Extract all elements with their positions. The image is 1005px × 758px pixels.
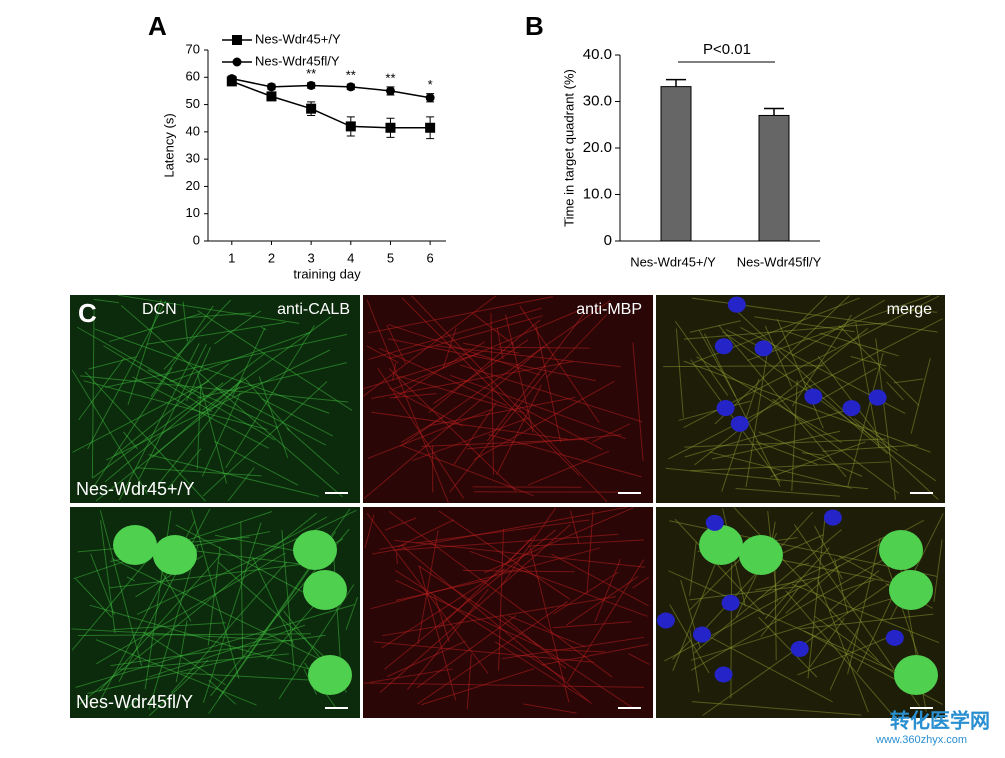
cell xyxy=(113,525,157,565)
cell xyxy=(153,535,197,575)
nucleus xyxy=(657,612,675,628)
watermark: 转化医学网 xyxy=(890,708,990,732)
row-label: Nes-Wdr45fl/Y xyxy=(76,692,193,712)
y-tick-label: 30.0 xyxy=(583,92,612,109)
cell xyxy=(699,525,743,565)
line xyxy=(232,79,430,98)
nucleus xyxy=(804,388,822,404)
nucleus xyxy=(717,400,735,416)
x-tick-label: 4 xyxy=(347,250,354,265)
y-tick-label: 10 xyxy=(186,205,200,220)
panel-letter: B xyxy=(525,11,544,41)
channel-label: merge xyxy=(887,301,932,318)
x-tick-label: Nes-Wdr45+/Y xyxy=(630,254,716,269)
legend-label: Nes-Wdr45+/Y xyxy=(255,31,341,46)
cell xyxy=(894,655,938,695)
legend-label: Nes-Wdr45fl/Y xyxy=(255,53,340,68)
y-tick-label: 70 xyxy=(186,41,200,56)
cell xyxy=(308,655,352,695)
bar xyxy=(759,115,789,241)
significance: ** xyxy=(385,70,395,85)
marker xyxy=(425,123,435,133)
significance: ** xyxy=(346,68,356,83)
nucleus xyxy=(715,338,733,354)
y-tick-label: 0 xyxy=(604,232,612,249)
row-label: Nes-Wdr45+/Y xyxy=(76,479,195,499)
legend-marker xyxy=(233,58,242,67)
cell xyxy=(739,535,783,575)
marker xyxy=(386,86,395,95)
x-tick-label: 2 xyxy=(268,250,275,265)
error-bar xyxy=(666,80,686,87)
marker xyxy=(307,81,316,90)
y-tick-label: 40 xyxy=(186,123,200,138)
channel-label: anti-CALB xyxy=(277,301,350,318)
region-label: DCN xyxy=(142,301,177,318)
y-tick-label: 10.0 xyxy=(583,185,612,202)
x-tick-label: 5 xyxy=(387,250,394,265)
y-axis-label: Time in target quadrant (%) xyxy=(561,69,576,227)
channel-label: anti-MBP xyxy=(576,301,642,318)
cell xyxy=(889,570,933,610)
error-bar xyxy=(764,108,784,115)
y-tick-label: 30 xyxy=(186,151,200,166)
marker xyxy=(346,82,355,91)
panel-letter: A xyxy=(148,11,167,41)
nucleus xyxy=(693,627,711,643)
cell xyxy=(879,530,923,570)
marker xyxy=(306,104,316,114)
annotation: P<0.01 xyxy=(703,41,751,58)
nucleus xyxy=(706,515,724,531)
marker xyxy=(385,123,395,133)
marker xyxy=(426,93,435,102)
nucleus xyxy=(731,416,749,432)
y-tick-label: 60 xyxy=(186,69,200,84)
legend-marker xyxy=(232,35,242,45)
cell xyxy=(303,570,347,610)
x-tick-label: 1 xyxy=(228,250,235,265)
y-tick-label: 50 xyxy=(186,96,200,111)
marker xyxy=(227,74,236,83)
cell xyxy=(293,530,337,570)
nucleus xyxy=(842,400,860,416)
x-tick-label: 3 xyxy=(308,250,315,265)
nucleus xyxy=(886,630,904,646)
nucleus xyxy=(791,641,809,657)
y-axis-label: Latency (s) xyxy=(161,113,176,177)
nucleus xyxy=(824,510,842,526)
y-tick-label: 40.0 xyxy=(583,46,612,63)
y-tick-label: 0 xyxy=(193,232,200,247)
x-tick-label: 6 xyxy=(427,250,434,265)
y-tick-label: 20.0 xyxy=(583,139,612,156)
bar xyxy=(661,87,691,241)
significance: ** xyxy=(306,66,316,81)
x-axis-label: training day xyxy=(293,266,361,281)
nucleus xyxy=(728,297,746,313)
marker xyxy=(266,91,276,101)
panel-letter: C xyxy=(78,298,97,328)
nucleus xyxy=(755,340,773,356)
y-tick-label: 20 xyxy=(186,178,200,193)
watermark-url: www.360zhyx.com xyxy=(875,734,967,746)
marker xyxy=(267,82,276,91)
nucleus xyxy=(869,390,887,406)
significance: * xyxy=(428,77,433,92)
nucleus xyxy=(715,666,733,682)
nucleus xyxy=(722,595,740,611)
marker xyxy=(346,121,356,131)
x-tick-label: Nes-Wdr45fl/Y xyxy=(737,254,822,269)
line xyxy=(232,81,430,127)
